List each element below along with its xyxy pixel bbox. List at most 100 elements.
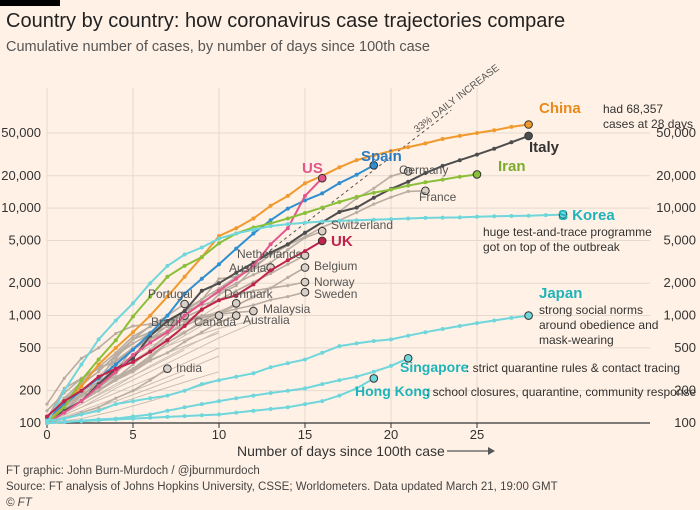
series-point-australia: [148, 359, 152, 363]
series-point-us: [62, 410, 67, 415]
series-point-singapore: [371, 369, 376, 374]
series-point-china: [371, 153, 376, 158]
series-point-spain: [234, 246, 239, 251]
series-point-japan: [268, 365, 273, 370]
series-point-japan: [182, 388, 187, 393]
y-tick-label-right: 10,000: [656, 200, 696, 215]
series-point-uk: [182, 324, 187, 328]
y-tick-label: 2,000: [8, 275, 41, 290]
series-label-canada: Canada: [194, 315, 236, 329]
series-point-s-korea: [113, 318, 118, 323]
series-point-netherlands: [234, 289, 238, 293]
series-point-hong-kong: [148, 415, 153, 420]
series-point-s-korea: [165, 263, 170, 268]
annotation-s-korea: huge test-and-trace programme: [483, 225, 652, 239]
chart-subtitle: Cumulative number of cases, by number of…: [6, 39, 430, 55]
background-series-line: [46, 347, 220, 424]
series-point-netherlands: [269, 271, 273, 276]
series-point-spain: [148, 331, 153, 336]
series-point-canada: [131, 367, 135, 371]
footer-credit: FT graphic: John Burn-Murdoch / @jburnmu…: [6, 465, 260, 477]
series-point-japan: [509, 315, 514, 320]
series-point-japan: [62, 416, 67, 421]
y-tick-label: 10,000: [1, 200, 41, 215]
series-end-marker-india: [163, 364, 172, 374]
series-label-spain: Spain: [361, 148, 402, 165]
series-point-italy: [354, 205, 359, 210]
series-point-canada: [183, 330, 187, 334]
series-end-marker-norway: [300, 277, 310, 287]
series-point-china: [165, 294, 170, 299]
series-lines: [45, 120, 568, 425]
chart-title: Country by country: how coronavirus case…: [6, 10, 566, 32]
chart-svg: 1002005001,0002,0005,00010,00020,00050,0…: [1, 62, 696, 459]
series-point-us: [217, 288, 221, 293]
series-point-hong-kong: [165, 414, 170, 419]
series-point-spain: [217, 262, 221, 267]
series-point-japan: [354, 341, 359, 346]
series-point-japan: [423, 330, 428, 335]
series-point-us: [285, 226, 290, 231]
series-label-portugal: Portugal: [148, 287, 193, 301]
series-point-japan: [131, 399, 135, 404]
y-tick-label-right: 500: [674, 340, 696, 355]
series-label-norway: Norway: [314, 275, 355, 289]
series-end-marker-denmark: [231, 299, 241, 308]
series-point-china: [406, 145, 411, 150]
series-label-austria: Austria: [229, 261, 267, 275]
series-label-india: India: [176, 361, 202, 375]
series-point-uk: [79, 388, 84, 393]
series-point-s-korea: [440, 215, 445, 220]
series-point-us: [131, 352, 135, 357]
series-point-japan: [96, 408, 101, 413]
series-label-uk: UK: [331, 233, 353, 250]
series-point-france: [406, 189, 410, 193]
series-point-japan: [234, 374, 239, 379]
series-point-belgium: [251, 295, 255, 299]
series-point-switzerland: [251, 267, 255, 271]
series-point-s-korea: [96, 337, 101, 342]
series-point-uk: [268, 268, 273, 273]
series-point-iran: [285, 216, 290, 221]
series-point-iran: [320, 205, 325, 210]
series-point-denmark: [131, 324, 135, 328]
series-point-norway: [79, 394, 83, 398]
series-point-italy: [509, 140, 514, 145]
series-end-marker-japan: [524, 311, 533, 320]
series-point-spain: [165, 313, 170, 318]
series-point-singapore: [217, 399, 221, 404]
series-point-france: [372, 202, 376, 206]
x-axis-label: Number of days since 100th case: [237, 443, 445, 459]
series-end-marker-italy: [524, 131, 533, 141]
series-point-norway: [269, 286, 273, 290]
series-point-italy: [440, 163, 445, 168]
series-label-singapore: Singapore: [400, 359, 469, 375]
series-point-iran: [457, 174, 462, 179]
series-point-japan: [406, 333, 411, 338]
series-point-iran: [303, 211, 307, 215]
series-point-china: [148, 313, 153, 318]
x-axis-arrow-head: [488, 447, 495, 455]
series-point-spain: [285, 206, 290, 211]
series-point-us: [79, 399, 84, 404]
series-point-australia: [114, 378, 118, 382]
series-point-hong-kong: [268, 407, 273, 411]
series-point-s-korea: [251, 227, 256, 232]
y-tick-labels-right: 100 200 500 1,000 2,000 5,000 10,000 20,000 50,0…: [656, 125, 696, 430]
series-point-canada: [200, 321, 204, 325]
series-point-uk: [217, 298, 221, 303]
series-point-hong-kong: [217, 412, 221, 417]
y-tick-label: 1,000: [8, 308, 41, 323]
series-point-hong-kong: [113, 417, 118, 422]
annotation-singapore: : strict quarantine rules & contact trac…: [466, 361, 680, 375]
series-point-norway: [286, 284, 290, 288]
series-point-china: [457, 133, 462, 138]
series-point-malaysia: [200, 314, 204, 318]
series-point-s-korea: [199, 245, 204, 250]
series-point-s-korea: [182, 252, 187, 257]
series-point-sweden: [234, 307, 238, 311]
annotation-s-korea: got on top of the outbreak: [483, 240, 621, 254]
y-tick-label-right: 20,000: [656, 168, 696, 183]
series-label-hong-kong: Hong Kong: [355, 383, 430, 399]
series-point-france: [355, 210, 359, 215]
